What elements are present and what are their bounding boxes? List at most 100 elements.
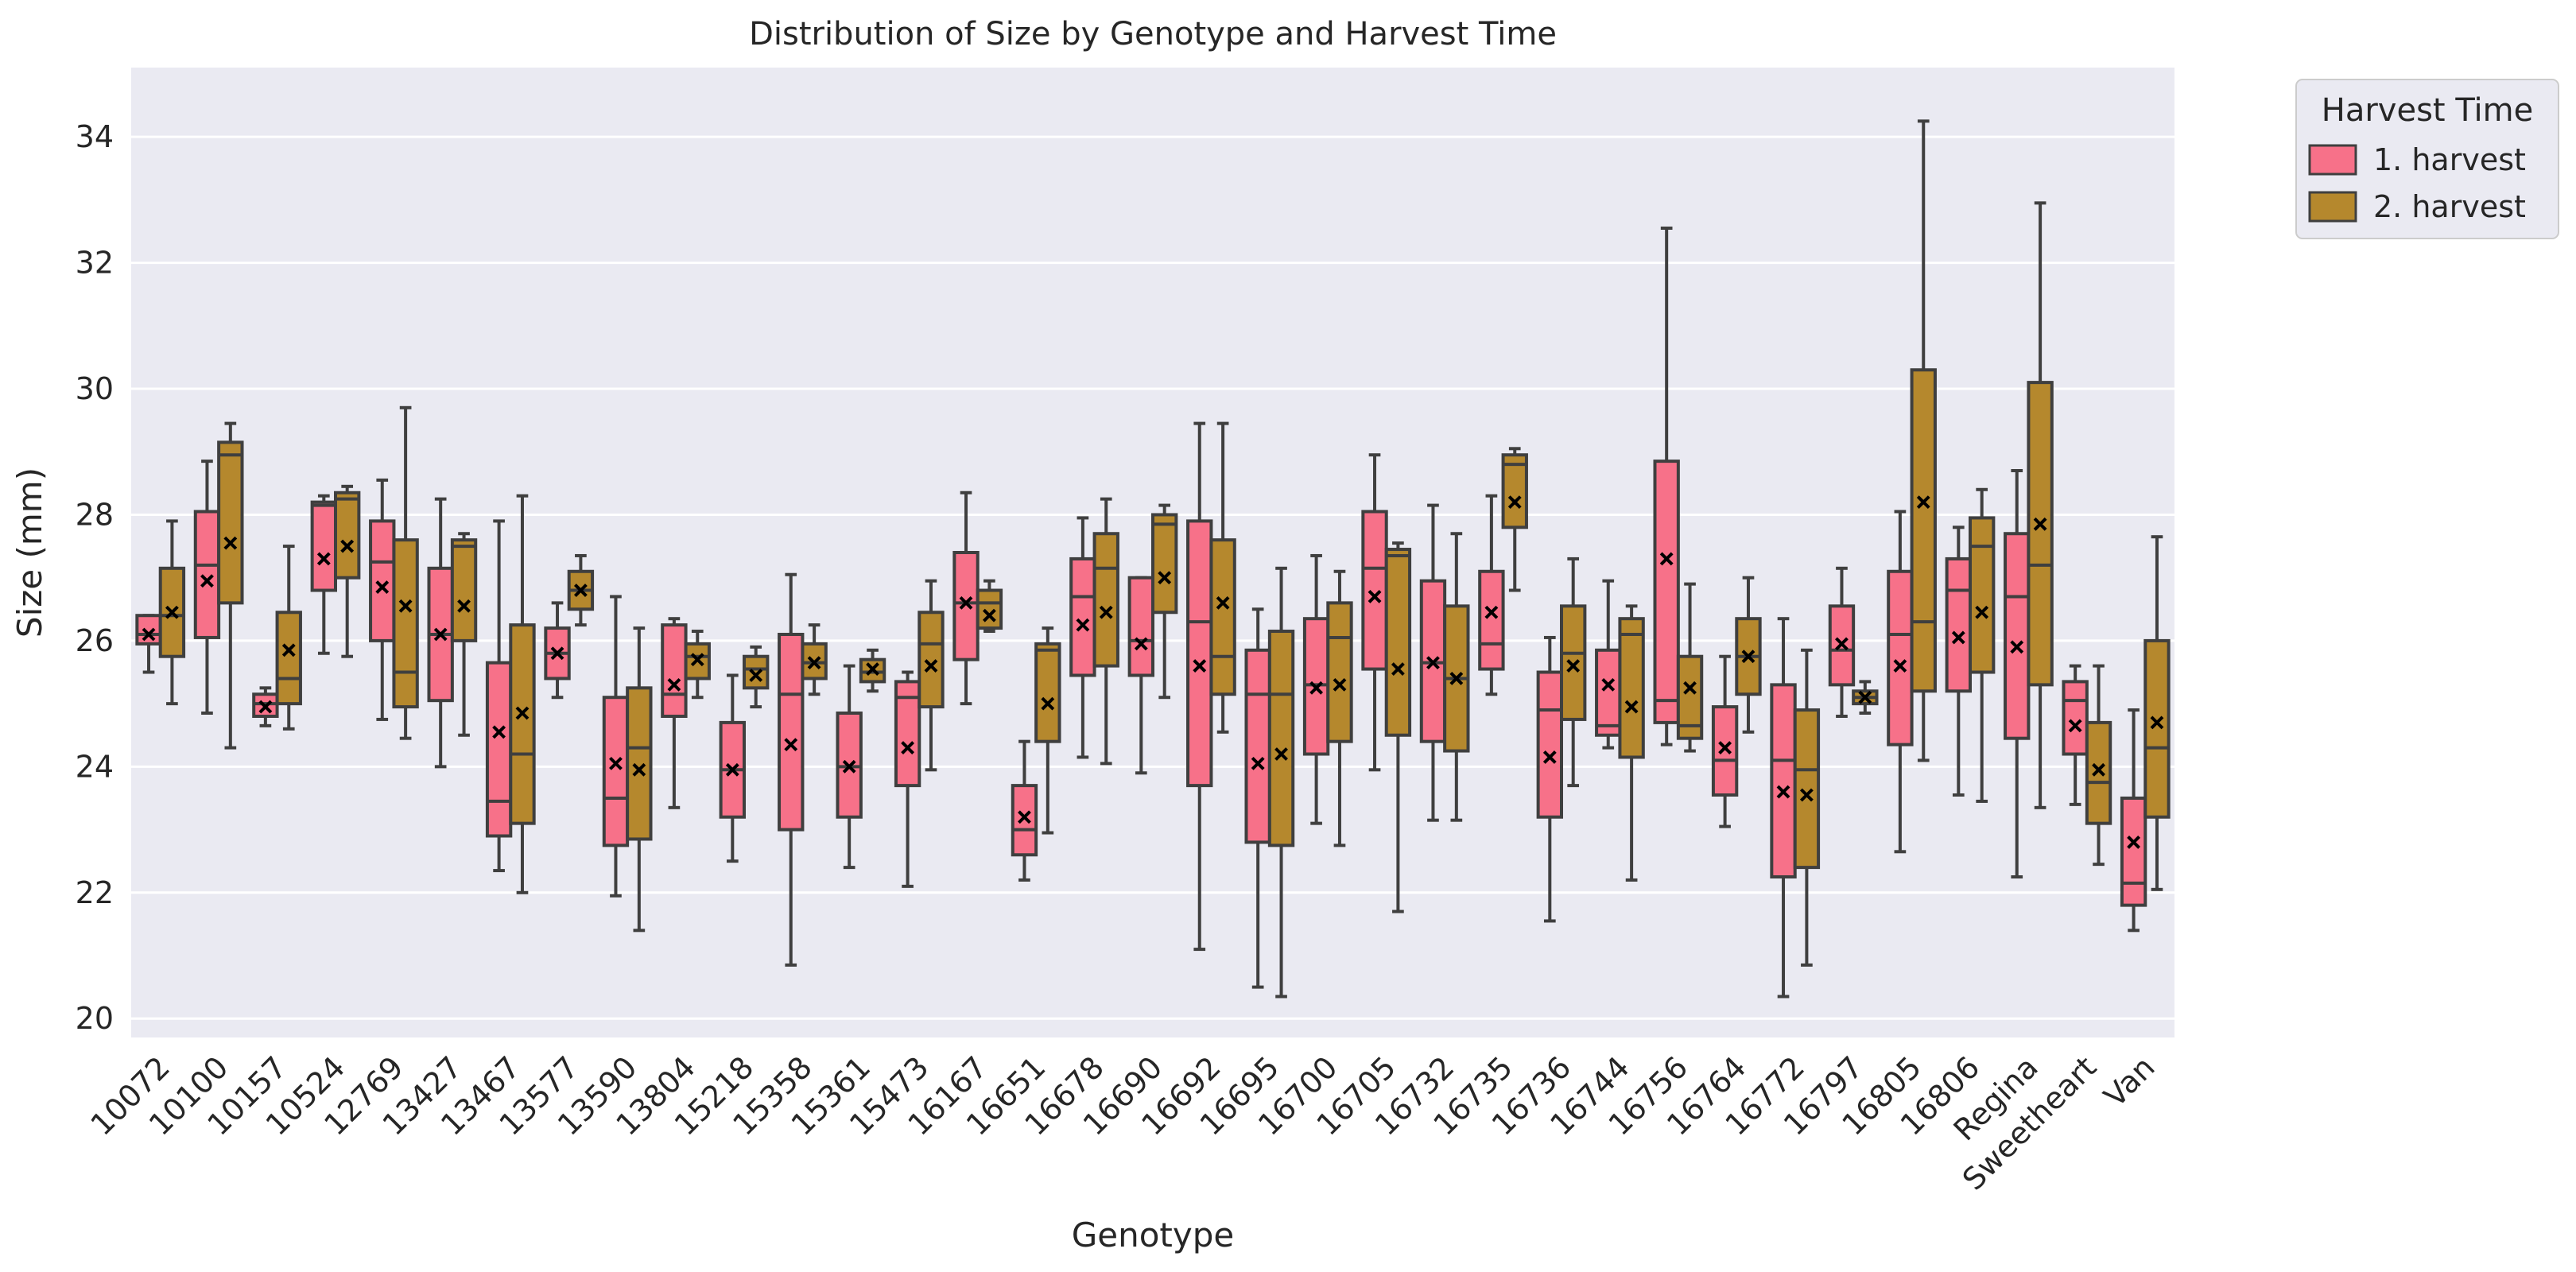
legend: Harvest Time 1. harvest 2. harvest: [2295, 79, 2559, 239]
mean-marker: [690, 653, 704, 667]
box-group: [544, 601, 571, 700]
box-group: [334, 484, 361, 658]
mean-marker: [901, 741, 915, 754]
box-group: [1969, 487, 1996, 803]
box: [2062, 680, 2089, 756]
box: [450, 538, 478, 642]
box: [1361, 510, 1388, 671]
box-group: [2062, 664, 2089, 806]
mean-marker: [982, 608, 996, 622]
box: [1244, 648, 1271, 844]
mean-marker: [316, 552, 331, 566]
box-group: [567, 553, 595, 627]
mean-marker: [457, 599, 471, 613]
box: [661, 623, 688, 718]
box-group: [1910, 119, 1937, 762]
box-group: [275, 545, 302, 731]
box: [334, 491, 361, 580]
legend-swatch-harvest-1: [2308, 144, 2357, 176]
box-group: [1326, 569, 1353, 847]
box-group: [1127, 576, 1154, 775]
box-group: [976, 579, 1003, 634]
mean-marker: [1076, 618, 1090, 632]
box-group: [2085, 664, 2112, 867]
mean-marker: [1426, 656, 1440, 670]
box: [392, 538, 419, 709]
box: [1887, 569, 1914, 747]
box-group: [1267, 566, 1295, 999]
mean-marker: [281, 643, 296, 657]
box: [1186, 519, 1213, 788]
mean-marker: [340, 539, 355, 553]
box: [918, 611, 945, 709]
box-group: [1011, 739, 1038, 882]
box-group: [485, 519, 513, 873]
mean-marker: [1835, 637, 1849, 651]
x-axis-ticks: 1007210100101571052412769134271346713577…: [83, 1049, 2161, 1196]
box: [1384, 548, 1412, 737]
box: [1910, 368, 1937, 693]
box-group: [918, 579, 945, 772]
mean-marker: [959, 595, 973, 610]
mean-marker: [1683, 681, 1697, 695]
box-group: [952, 491, 980, 706]
box: [2027, 381, 2054, 687]
mean-marker: [1368, 590, 1382, 603]
mean-marker: [492, 725, 506, 739]
box-group: [1618, 604, 1645, 882]
box-group: [2120, 708, 2147, 933]
mean-marker: [1333, 677, 1347, 692]
mean-marker: [1858, 690, 1872, 704]
box: [1945, 556, 1973, 693]
box-groups: [135, 119, 2171, 999]
mean-marker: [1566, 659, 1581, 673]
mean-marker: [667, 677, 681, 692]
box-group: [1852, 680, 1879, 716]
mean-marker: [1601, 677, 1616, 692]
mean-marker: [1718, 741, 1732, 754]
box: [1595, 648, 1622, 737]
mean-marker: [1449, 672, 1464, 685]
box-group: [427, 497, 454, 769]
mean-marker: [866, 662, 879, 676]
mean-marker: [2150, 716, 2164, 730]
box: [509, 623, 536, 825]
y-tick-label: 22: [76, 875, 114, 910]
box: [1127, 576, 1154, 677]
box: [2143, 638, 2171, 819]
box-group: [1945, 525, 1973, 797]
mean-marker: [1741, 650, 1755, 664]
mean-marker: [1975, 605, 1989, 619]
box-group: [684, 630, 711, 700]
box: [778, 632, 805, 832]
box-group: [801, 623, 828, 696]
mean-marker: [924, 659, 938, 673]
box-group: [1560, 556, 1587, 788]
chart-title: Distribution of Size by Genotype and Har…: [749, 16, 1557, 52]
box: [193, 510, 221, 639]
mean-marker: [842, 759, 856, 774]
mean-marker: [784, 738, 798, 752]
legend-label-harvest-2: 2. harvest: [2373, 189, 2526, 224]
box: [485, 661, 513, 838]
box-group: [2027, 201, 2054, 809]
legend-label-harvest-1: 1. harvest: [2373, 142, 2526, 177]
box-group: [719, 673, 747, 863]
mean-marker: [2033, 517, 2047, 531]
box-group: [310, 494, 337, 655]
mean-marker: [749, 669, 763, 682]
box-group: [158, 519, 186, 706]
box-group: [2004, 469, 2031, 878]
mean-marker: [1916, 495, 1930, 510]
box: [626, 686, 653, 841]
box: [217, 440, 244, 605]
box-group: [1735, 576, 1762, 734]
box: [2085, 720, 2112, 825]
mean-marker: [1018, 810, 1031, 824]
y-tick-label: 24: [76, 749, 114, 784]
box: [2004, 532, 2031, 740]
box: [275, 611, 302, 706]
y-tick-label: 32: [76, 246, 114, 281]
mean-marker: [1484, 605, 1499, 619]
box-group: [1676, 582, 1704, 753]
